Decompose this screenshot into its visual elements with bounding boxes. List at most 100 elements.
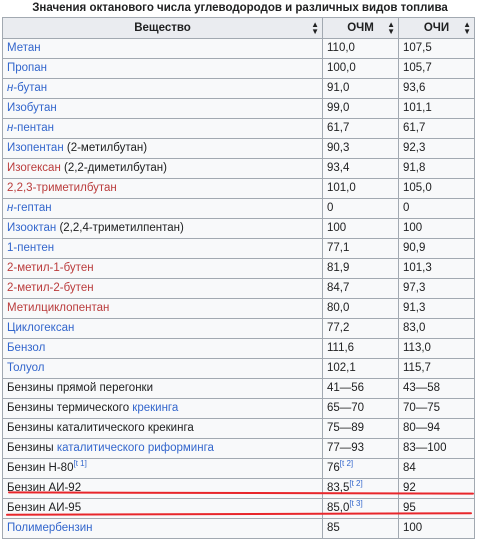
cell-mon: 90,9: [398, 238, 475, 259]
cell-mon: 105,0: [398, 178, 475, 199]
octane-table: Вещество ▲ ▼ ОЧМ ▲ ▼ ОЧИ ▲ ▼ Метан 110,0 107,5 Пр…: [2, 17, 475, 539]
header-row: Вещество ▲ ▼ ОЧМ ▲ ▼ ОЧИ ▲ ▼: [2, 17, 475, 39]
substance-link[interactable]: н: [7, 82, 14, 94]
cell-substance: Бензин Н-80[t 1]: [2, 458, 323, 479]
table-row: Бензины каталитического риформинга 77—93 8…: [2, 438, 475, 459]
sort-icon[interactable]: ▲ ▼: [463, 20, 471, 36]
cell-substance: Пропан: [2, 58, 323, 79]
cell-mon: 70—75: [398, 398, 475, 419]
mon-value: 95: [403, 502, 416, 514]
cell-ron: 85,0[t 3]: [322, 498, 399, 519]
table-row: н-бутан 91,0 93,6: [2, 78, 475, 99]
substance-link[interactable]: каталитического риформинга: [56, 442, 214, 454]
ron-value: 90,3: [327, 142, 350, 154]
cell-substance: н-пентан: [2, 118, 323, 139]
substance-link[interactable]: -бутан: [13, 82, 48, 94]
substance-link[interactable]: Изопентан: [7, 142, 64, 154]
cell-ron: 110,0: [322, 38, 399, 59]
mon-value: 91,8: [403, 162, 426, 174]
column-header-ron[interactable]: ОЧМ ▲ ▼: [322, 17, 399, 39]
cell-substance: Метилциклопентан: [2, 298, 323, 319]
substance-link[interactable]: -пентан: [13, 122, 55, 134]
substance-link[interactable]: Бензол: [7, 342, 46, 354]
mon-value: 61,7: [403, 122, 426, 134]
ron-value: 0: [327, 202, 334, 214]
cell-ron: 77,1: [322, 238, 399, 259]
cell-ron: 77—93: [322, 438, 399, 459]
table-body: Метан 110,0 107,5 Пропан 100,0 105,7 н-бутан 91…: [2, 38, 475, 539]
substance-link[interactable]: Метилциклопентан: [7, 302, 110, 314]
table-row: Полимербензин 85 100: [2, 518, 475, 539]
cell-substance: Изогексан (2,2-диметилбутан): [2, 158, 323, 179]
cell-mon: 80—94: [398, 418, 475, 439]
mon-value: 83—100: [403, 442, 447, 454]
column-header-substance[interactable]: Вещество ▲ ▼: [2, 17, 323, 39]
table-row: Бензол 111,6 113,0: [2, 338, 475, 359]
substance-link[interactable]: 2-метил-1-бутен: [7, 262, 94, 274]
substance-link[interactable]: Метан: [7, 42, 41, 54]
cell-mon: 105,7: [398, 58, 475, 79]
substance-link[interactable]: Изобутан: [7, 102, 57, 114]
mon-value: 105,0: [403, 182, 432, 194]
cell-substance: Толуол: [2, 358, 323, 379]
table-row: Изопентан (2-метилбутан) 90,3 92,3: [2, 138, 475, 159]
ron-value: 61,7: [327, 122, 350, 134]
cell-mon: 43—58: [398, 378, 475, 399]
table-row: Метилциклопентан 80,0 91,3: [2, 298, 475, 319]
substance-text: (2,2-диметилбутан): [60, 162, 167, 174]
cell-ron: 90,3: [322, 138, 399, 159]
mon-value: 43—58: [403, 382, 441, 394]
cell-substance: Бензин АИ-92: [2, 478, 323, 499]
sort-icon[interactable]: ▲ ▼: [387, 20, 395, 36]
cell-mon: 101,3: [398, 258, 475, 279]
cell-substance: Бензины каталитического риформинга: [2, 438, 323, 459]
table-row: 2-метил-1-бутен 81,9 101,3: [2, 258, 475, 279]
table-row: Бензины каталитического крекинга 75—89 80—…: [2, 418, 475, 439]
reference-link[interactable]: [t 2]: [349, 479, 363, 489]
substance-link[interactable]: крекинга: [132, 402, 179, 414]
cell-ron: 41—56: [322, 378, 399, 399]
mon-value: 113,0: [403, 342, 431, 354]
substance-link[interactable]: н: [7, 202, 14, 214]
mon-value: 100: [403, 222, 423, 234]
cell-ron: 111,6: [322, 338, 399, 359]
substance-link[interactable]: Циклогексан: [7, 322, 75, 334]
substance-link[interactable]: Толуол: [7, 362, 45, 374]
ron-value: 83,5: [327, 482, 350, 494]
reference-link[interactable]: [t 1]: [73, 459, 87, 469]
cell-ron: 77,2: [322, 318, 399, 339]
ron-value: 99,0: [327, 102, 350, 114]
substance-link[interactable]: 1-пентен: [7, 242, 55, 254]
substance-text: Бензины: [7, 442, 57, 454]
cell-ron: 75—89: [322, 418, 399, 439]
mon-value: 92: [403, 482, 416, 494]
sort-icon[interactable]: ▲ ▼: [311, 20, 319, 36]
cell-substance: Изопентан (2-метилбутан): [2, 138, 323, 159]
substance-link[interactable]: 2,2,3-триметилбутан: [7, 182, 117, 194]
reference-link[interactable]: [t 2]: [339, 459, 354, 469]
cell-mon: 115,7: [398, 358, 475, 379]
ron-value: 65—70: [327, 402, 365, 414]
cell-substance: Бензины каталитического крекинга: [2, 418, 323, 439]
column-header-mon[interactable]: ОЧИ ▲ ▼: [398, 17, 475, 39]
substance-link[interactable]: н: [7, 122, 14, 134]
substance-link[interactable]: Изооктан: [7, 222, 57, 234]
cell-mon: 91,3: [398, 298, 475, 319]
mon-value: 97,3: [403, 282, 426, 294]
reference-link[interactable]: [t 3]: [349, 499, 363, 509]
cell-ron: 84,7: [322, 278, 399, 299]
ron-value: 77,2: [327, 322, 350, 334]
cell-substance: 2,2,3-триметилбутан: [2, 178, 323, 199]
substance-link[interactable]: -гептан: [13, 202, 52, 214]
substance-link[interactable]: Полимербензин: [7, 522, 93, 534]
substance-link[interactable]: Изогексан: [7, 162, 61, 174]
mon-value: 101,3: [403, 262, 432, 274]
table-row: Пропан 100,0 105,7: [2, 58, 475, 79]
mon-value: 92,3: [403, 142, 426, 154]
cell-mon: 97,3: [398, 278, 475, 299]
table-row: Бензин Н-80[t 1] 76[t 2] 84: [2, 458, 475, 479]
substance-link[interactable]: 2-метил-2-бутен: [7, 282, 94, 294]
mon-value: 100: [403, 522, 423, 534]
mon-value: 84: [403, 462, 416, 474]
substance-link[interactable]: Пропан: [7, 62, 48, 74]
